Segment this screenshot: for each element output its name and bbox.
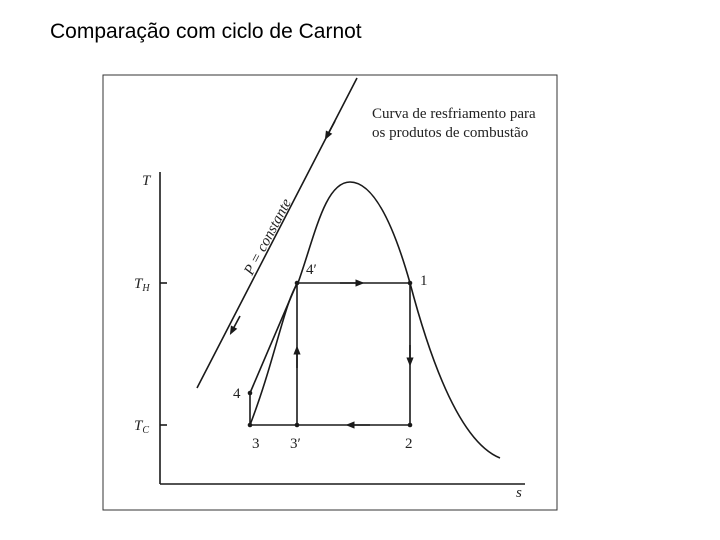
tc-main: T [134,418,144,434]
point-label: 1 [420,273,428,289]
th-label: TH [134,276,150,294]
t-axis-label: T [142,173,152,189]
point-label: 3′ [290,436,301,452]
th-sub: H [141,283,150,294]
th-main: T [134,276,144,292]
point-label: 4′ [306,262,317,278]
pressure-label: P = constante [241,196,295,279]
point-label: 2 [405,436,413,452]
figure-frame [102,74,558,511]
caption-line: os produtos de combustão [372,125,528,141]
process-4-4p [249,282,298,394]
point-label: 3 [252,436,260,452]
state-dots [247,280,413,428]
tc-sub: C [142,425,149,436]
arrow [229,315,241,335]
caption-line: Curva de resfriamento para [372,106,536,122]
slide-title: Comparação com ciclo de Carnot [50,20,362,43]
tc-label: TC [134,418,149,436]
s-axis-label: s [516,485,522,501]
saturation-dome [249,181,501,459]
point-label: 4 [233,386,241,402]
arrow [324,120,336,140]
